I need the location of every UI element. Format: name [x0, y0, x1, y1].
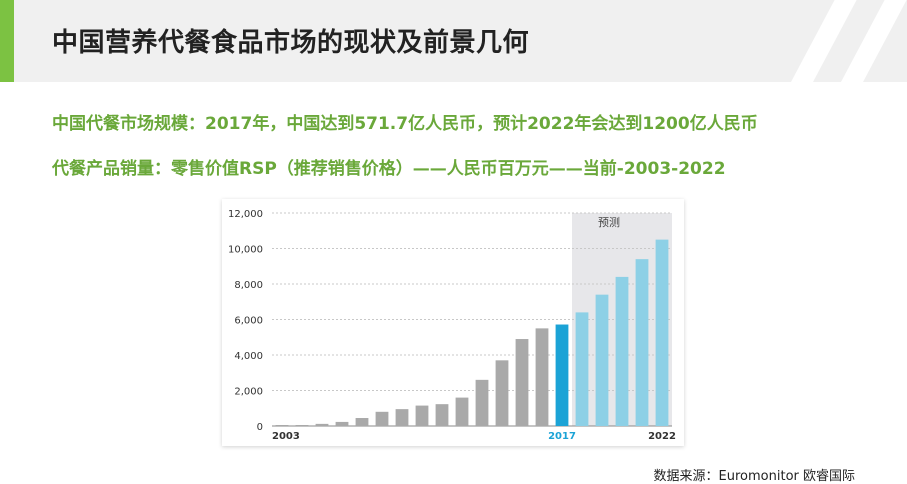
sales-volume-headline: 代餐产品销量：零售价值RSP（推荐销售价格）——人民币百万元——当前-2003-…	[52, 159, 726, 179]
header-accent-bar	[0, 0, 14, 82]
page-title: 中国营养代餐食品市场的现状及前景几何	[52, 28, 530, 58]
bar-2018	[575, 312, 589, 426]
y-tick-label: 6,000	[234, 316, 263, 327]
bar-2009	[395, 409, 409, 426]
y-tick-label: 2,000	[234, 387, 263, 398]
bar-2020	[615, 276, 629, 426]
bar-2022	[655, 239, 669, 426]
y-tick-label: 10,000	[228, 245, 263, 256]
source-note: 数据来源：Euromonitor 欧睿国际	[653, 469, 855, 484]
market-size-headline: 中国代餐市场规模：2017年，中国达到571.7亿人民币，预计2022年会达到1…	[52, 114, 758, 134]
bar-2003	[275, 425, 289, 426]
bar-2013	[475, 379, 489, 426]
x-tick-label-2022: 2022	[648, 431, 676, 442]
bar-2021	[635, 259, 649, 426]
bar-2011	[435, 404, 449, 426]
bar-2004	[295, 425, 309, 426]
bar-2015	[515, 339, 529, 426]
x-tick-label-2017: 2017	[548, 431, 576, 442]
y-tick-label: 8,000	[234, 280, 263, 291]
bar-2014	[495, 360, 509, 426]
bar-chart: 预测 0 2,000 4,000 6,000 8,000 10,000 12,000 2003 2…	[228, 209, 676, 442]
bar-2019	[595, 294, 609, 426]
bar-2012	[455, 397, 469, 426]
bar-2016	[535, 328, 549, 426]
header-band: 中国营养代餐食品市场的现状及前景几何	[0, 0, 907, 82]
y-tick-label: 4,000	[234, 351, 263, 362]
chart-card: 预测 0 2,000 4,000 6,000 8,000 10,000 12,000 2003 2…	[222, 199, 684, 446]
x-tick-label-2003: 2003	[272, 431, 300, 442]
forecast-label: 预测	[598, 216, 620, 229]
bar-2010	[415, 405, 429, 426]
bar-2008	[375, 411, 389, 426]
bar-2007	[355, 418, 369, 426]
bar-2017	[555, 324, 569, 426]
bar-2006	[335, 421, 349, 426]
y-tick-label: 0	[257, 422, 263, 433]
bar-2005	[315, 423, 329, 426]
y-tick-label: 12,000	[228, 209, 263, 220]
